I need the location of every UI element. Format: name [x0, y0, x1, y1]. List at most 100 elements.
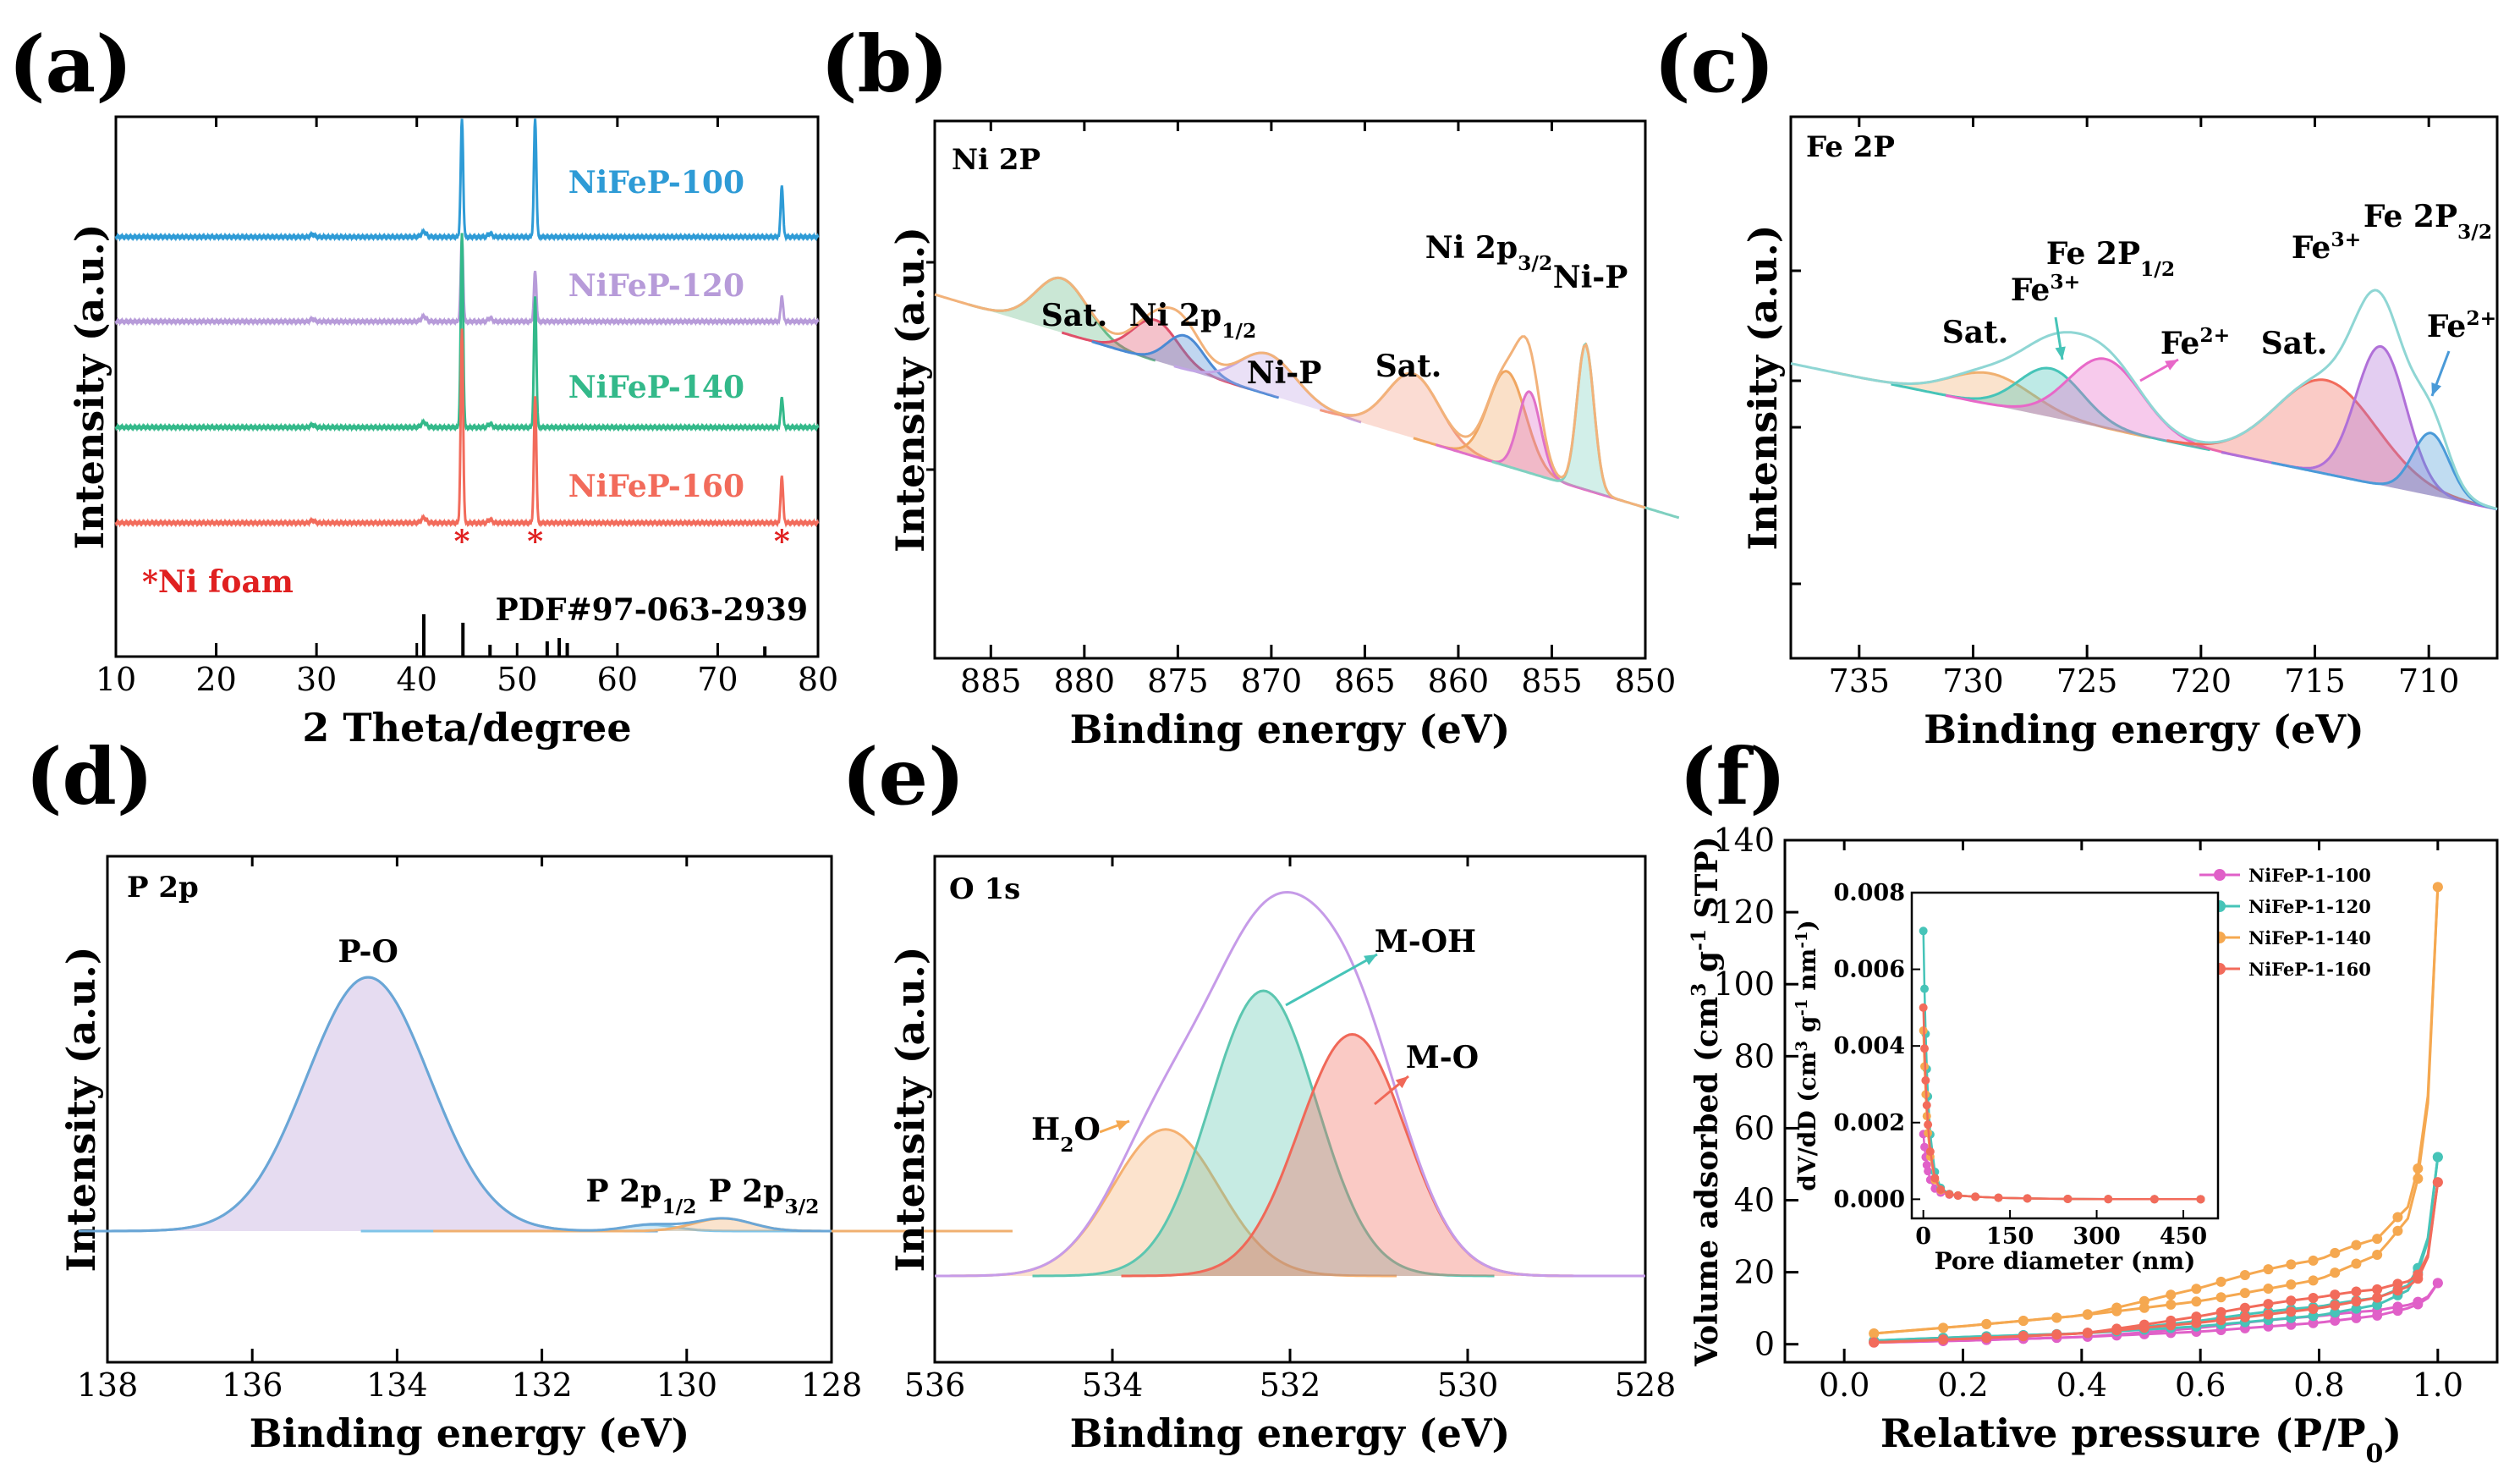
ni2p-peak-6-line: [1435, 390, 1623, 503]
isotherm-point-NiFeP-1-160: [1869, 1337, 1880, 1348]
p2p-ann-12: P 2p1/2: [586, 1174, 697, 1218]
panel-c-x-tick-label: 710: [2398, 663, 2460, 700]
inset-point-NiFeP-1-160: [1919, 1003, 1928, 1012]
panel-f-x-tick-label: 0.6: [2175, 1366, 2226, 1404]
panel-c-ylabel: Intensity (a.u.): [1740, 224, 1786, 550]
panel-f-xlabel: Relative pressure (P/P0): [1880, 1410, 2402, 1469]
fe2p-ann-fe2b-part: Fe: [2427, 309, 2467, 344]
fe2p-ann-fe2b: Fe2+: [2427, 306, 2496, 344]
fe2p-ann-sat1: Sat.: [1942, 315, 2009, 350]
o1s-ann-moh: M-OH: [1375, 924, 1476, 959]
panel-f-ytick-label: 100: [1713, 965, 1775, 1003]
o1s-arrow-moh: [1285, 953, 1378, 1007]
inset-frame: [1910, 891, 2220, 1220]
ni2p-peak-2-area: [1091, 335, 1279, 398]
xrd-series-NiFeP-100: [114, 118, 820, 242]
xrd-legend-NiFeP-140: NiFeP-140: [568, 370, 744, 405]
ni2p-peak-4-area: [1320, 373, 1507, 466]
panel-d-x-tick-label: 132: [511, 1366, 573, 1404]
ni2p-ann-2p12-part: 1/2: [1222, 319, 1256, 343]
ni2p-ann-sat1: Sat.: [1041, 298, 1108, 333]
panel-f-ylabel-part: g: [1689, 951, 1725, 983]
inset-point-NiFeP-1-160: [2196, 1195, 2205, 1204]
panel-b-x-tick-label: 850: [1615, 663, 1677, 700]
inset-ylabel-part: nm: [1793, 948, 1821, 999]
panel-f-x-tick-label: 0.4: [2056, 1366, 2107, 1404]
panel-d-frame: [106, 855, 833, 1364]
xrd-legend-NiFeP-160: NiFeP-160: [568, 469, 744, 504]
o1s-ann-moh-part: M-OH: [1375, 924, 1476, 959]
panel-e-x-tick-label: 534: [1082, 1366, 1144, 1404]
inset-line-NiFeP-1-160: [1922, 1007, 2201, 1201]
ni2p-ann-2p12-part: Ni 2p: [1129, 298, 1222, 333]
panel-f-x-tick-label: 1.0: [2413, 1366, 2463, 1404]
panel-a-frame: [114, 115, 820, 658]
panel-a-x-tick-label: 10: [96, 661, 136, 698]
o1s-ann-h2o: H2O: [1031, 1112, 1101, 1157]
inset-xlabel: Pore diameter (nm): [1935, 1247, 2196, 1275]
inset-ylabel-part: 3: [1793, 1041, 1811, 1052]
ni2p-peak-5-area: [1413, 371, 1600, 495]
panel-e-x-tick-label: 528: [1615, 1366, 1677, 1404]
ni2p-ann-2p32: Ni 2p3/2: [1425, 230, 1552, 275]
fe2p-arrow-fe2a-head: [2165, 360, 2178, 371]
p2p-peak-1-area: [360, 1224, 941, 1231]
bet-legend-label: NiFeP-1-120: [2248, 896, 2371, 917]
ni2p-peak-7-area: [1491, 344, 1679, 518]
fe2p-ann-2p32-part: 3/2: [2457, 220, 2492, 244]
panel-f-ytick-label: 20: [1734, 1254, 1775, 1291]
inset-ylabel-part: -1: [1793, 932, 1811, 948]
o1s-ann-mo-part: M-O: [1406, 1040, 1479, 1075]
inset-ytick-label: 0.008: [1833, 880, 1905, 906]
fe2p-peak-3-area: [2166, 379, 2486, 507]
panel-f-ylabel-part: -1: [1687, 929, 1710, 951]
panel-c-x-tick-label: 735: [1829, 663, 1891, 700]
panel-f-x-tick-label: 0.0: [1819, 1366, 1869, 1404]
o1s-peak-0-area: [935, 1129, 1397, 1276]
panel-f-ylabel-part: Volume adsorbed (cm: [1689, 997, 1725, 1367]
ni2p-ann-sat2: Sat.: [1375, 349, 1442, 384]
panel-b-x-tick-label: 885: [960, 663, 1022, 700]
panel-d-xlabel: Binding energy (eV): [250, 1410, 690, 1456]
fe2p-peak-4-area: [2221, 346, 2497, 509]
panel-f-xlabel-part: 0: [2366, 1439, 2384, 1469]
fe2p-arrow-fe2b-head: [2431, 382, 2442, 396]
panel-f-xlabel-part: ): [2383, 1410, 2402, 1456]
fe2p-ann-2p12: Fe 2P1/2: [2046, 236, 2175, 281]
fe2p-ann-fe3a-part: 3+: [2050, 270, 2080, 294]
fe2p-ann-sat2-part: Sat.: [2261, 326, 2328, 361]
panel-f-frame: [1783, 838, 2499, 1364]
inset-xtick-label: 0: [1915, 1223, 1931, 1250]
o1s-peak-2-area: [1121, 1034, 1584, 1276]
fe2p-peak-5-area: [2271, 432, 2497, 509]
panel-a-x-tick-label: 40: [397, 661, 437, 698]
p2p-ann-32-part: 3/2: [784, 1195, 819, 1218]
p2p-peak-0-area: [78, 977, 658, 1231]
inset-point-NiFeP-1-120: [1919, 926, 1928, 936]
ni2p-ann-2p32-part: 3/2: [1518, 251, 1552, 275]
inset-ylabel-part: g: [1793, 1016, 1821, 1041]
o1s-ann-h2o-part: H: [1031, 1112, 1060, 1147]
panel-b-frame: [933, 119, 1647, 660]
ni2p-ann-nip1-part: Ni-P: [1247, 355, 1322, 391]
bet-legend-label: NiFeP-1-100: [2248, 865, 2371, 886]
p2p-ann-32-part: P 2p: [709, 1174, 785, 1209]
inset-xtick-label: 450: [2160, 1223, 2207, 1250]
fe2p-arrow-fe3a-head: [2055, 346, 2066, 360]
panel-b-x-tick-label: 870: [1241, 663, 1303, 700]
panel-d-x-tick-label: 128: [801, 1366, 863, 1404]
panel-label-d: (d): [25, 731, 153, 822]
panel-a-ylabel: Intensity (a.u.): [67, 223, 113, 549]
panel-e-x-tick-label: 532: [1260, 1366, 1321, 1404]
fe2p-ann-fe2a-part: Fe: [2160, 326, 2200, 361]
fe2p-ann-fe3a-part: Fe: [2011, 272, 2051, 308]
fe2p-peak-2-area: [1946, 358, 2265, 462]
panel-b-x-tick-label: 855: [1521, 663, 1583, 700]
panel-e-xlabel: Binding energy (eV): [1070, 1410, 1511, 1456]
ni2p-ann-sat1-part: Sat.: [1041, 298, 1108, 333]
p2p-ann-12-part: 1/2: [662, 1195, 696, 1218]
p2p-ann-32: P 2p3/2: [709, 1174, 820, 1218]
fe2p-ann-fe3b: Fe3+: [2292, 228, 2361, 266]
xrd-series-NiFeP-160: [114, 328, 820, 528]
